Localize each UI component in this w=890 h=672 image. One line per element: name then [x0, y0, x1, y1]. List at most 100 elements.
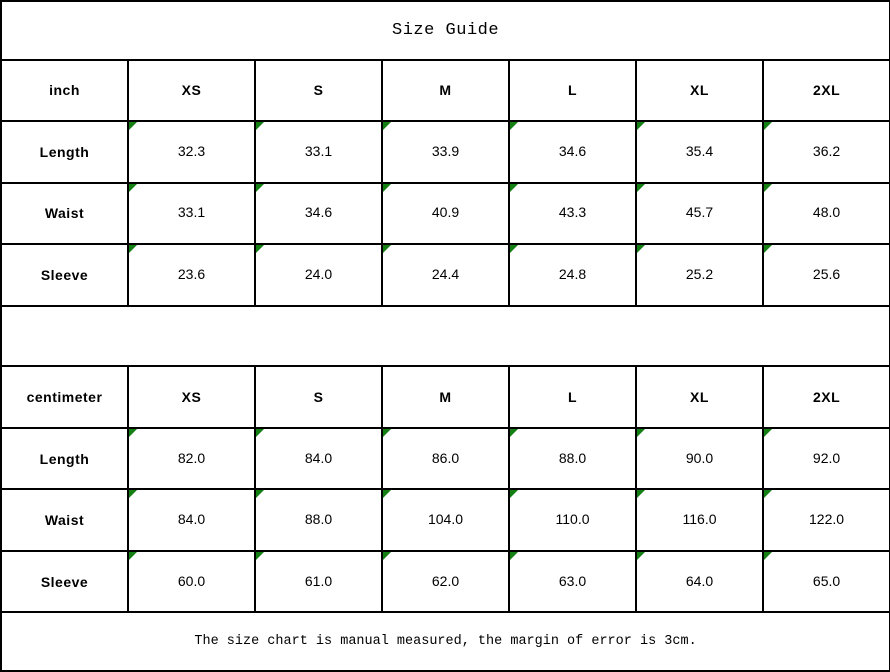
cell-value: 64.0 [685, 572, 714, 589]
size-cell: 34.6 [508, 120, 637, 184]
size-cell: 45.7 [635, 181, 764, 246]
table-row: Length 32.3 33.1 33.9 34.6 35.4 36.2 [0, 120, 890, 184]
size-cell: 25.6 [761, 243, 890, 307]
size-cell: 32.3 [127, 120, 256, 184]
cell-value: 25.6 [812, 265, 841, 282]
stored-as-text-flag-icon [257, 246, 264, 254]
cell-value: 33.1 [304, 142, 333, 159]
table-row: Waist 33.1 34.6 40.9 43.3 45.7 48.0 [0, 181, 890, 246]
stored-as-text-flag-icon [638, 552, 645, 560]
size-cell: 65.0 [761, 549, 890, 614]
stored-as-text-flag-icon [257, 123, 264, 131]
size-cell: 60.0 [127, 549, 256, 614]
size-column-header: XS [127, 365, 256, 429]
size-cell: 88.0 [254, 488, 383, 552]
cell-value: 34.6 [304, 204, 333, 221]
stored-as-text-flag-icon [257, 429, 264, 437]
size-cell: 35.4 [635, 120, 764, 184]
stored-as-text-flag-icon [511, 123, 518, 131]
row-label: Length [0, 426, 129, 491]
size-cell: 92.0 [761, 426, 890, 491]
size-cell: 88.0 [508, 426, 637, 491]
stored-as-text-flag-icon [511, 429, 518, 437]
cell-value: 104.0 [427, 511, 464, 528]
cell-value: 32.3 [177, 142, 206, 159]
size-column-header: L [508, 365, 637, 429]
stored-as-text-flag-icon [384, 491, 391, 499]
stored-as-text-flag-icon [765, 491, 772, 499]
cell-value: 116.0 [682, 511, 717, 528]
stored-as-text-flag-icon [257, 184, 264, 192]
cell-value: 110.0 [555, 511, 590, 528]
cell-value: 122.0 [809, 511, 845, 528]
cell-value: 84.0 [177, 511, 206, 528]
stored-as-text-flag-icon [511, 184, 518, 192]
size-cell: 82.0 [127, 426, 256, 491]
cell-value: 23.6 [177, 265, 206, 282]
size-cell: 24.4 [381, 243, 510, 307]
size-column-header: XL [635, 365, 764, 429]
row-label: Sleeve [0, 243, 129, 307]
size-cell: 33.1 [254, 120, 383, 184]
stored-as-text-flag-icon [765, 552, 772, 560]
size-cell: 110.0 [508, 488, 637, 552]
size-column-header: S [254, 58, 383, 123]
table-row: Sleeve 23.6 24.0 24.4 24.8 25.2 25.6 [0, 243, 890, 307]
size-cell: 48.0 [761, 181, 890, 246]
size-cell: 40.9 [381, 181, 510, 246]
size-cell: 43.3 [508, 181, 637, 246]
stored-as-text-flag-icon [638, 429, 645, 437]
stored-as-text-flag-icon [638, 184, 645, 192]
cell-value: 63.0 [558, 572, 587, 589]
cell-value: 40.9 [431, 204, 460, 221]
cell-value: 88.0 [304, 511, 333, 528]
cell-value: 48.0 [812, 204, 841, 221]
size-cell: 84.0 [254, 426, 383, 491]
size-cell: 84.0 [127, 488, 256, 552]
cell-value: 90.0 [685, 449, 714, 466]
stored-as-text-flag-icon [130, 429, 137, 437]
size-column-header: S [254, 365, 383, 429]
size-column-header: M [381, 365, 510, 429]
stored-as-text-flag-icon [638, 491, 645, 499]
stored-as-text-flag-icon [257, 491, 264, 499]
stored-as-text-flag-icon [511, 491, 518, 499]
size-cell: 25.2 [635, 243, 764, 307]
row-label: Length [0, 120, 129, 184]
size-column-header: XS [127, 58, 256, 123]
cell-value: 60.0 [177, 572, 206, 589]
stored-as-text-flag-icon [765, 246, 772, 254]
page-title: Size Guide [0, 0, 890, 61]
cell-value: 35.4 [685, 142, 714, 159]
cell-value: 45.7 [685, 204, 714, 221]
table-row: Sleeve 60.0 61.0 62.0 63.0 64.0 65.0 [0, 549, 890, 614]
cell-value: 33.1 [177, 204, 206, 221]
table-row: Waist 84.0 88.0 104.0 110.0 116.0 122.0 [0, 488, 890, 552]
size-cell: 33.1 [127, 181, 256, 246]
size-cell: 34.6 [254, 181, 383, 246]
size-cell: 64.0 [635, 549, 764, 614]
title-row: Size Guide [0, 0, 890, 61]
size-cell: 104.0 [381, 488, 510, 552]
spacer-row [0, 304, 890, 368]
stored-as-text-flag-icon [130, 123, 137, 131]
cell-value: 24.0 [304, 265, 333, 282]
table-row: Length 82.0 84.0 86.0 88.0 90.0 92.0 [0, 426, 890, 491]
cell-value: 25.2 [685, 265, 714, 282]
size-column-header: XL [635, 58, 764, 123]
row-label: Waist [0, 181, 129, 246]
cell-value: 34.6 [558, 142, 587, 159]
cell-value: 88.0 [558, 449, 587, 466]
size-cell: 61.0 [254, 549, 383, 614]
size-cell: 86.0 [381, 426, 510, 491]
cell-value: 86.0 [431, 449, 460, 466]
stored-as-text-flag-icon [130, 184, 137, 192]
cell-value: 24.8 [558, 265, 587, 282]
unit-label-inch: inch [0, 58, 129, 123]
stored-as-text-flag-icon [384, 246, 391, 254]
size-cell: 33.9 [381, 120, 510, 184]
size-cell: 24.0 [254, 243, 383, 307]
stored-as-text-flag-icon [765, 123, 772, 131]
